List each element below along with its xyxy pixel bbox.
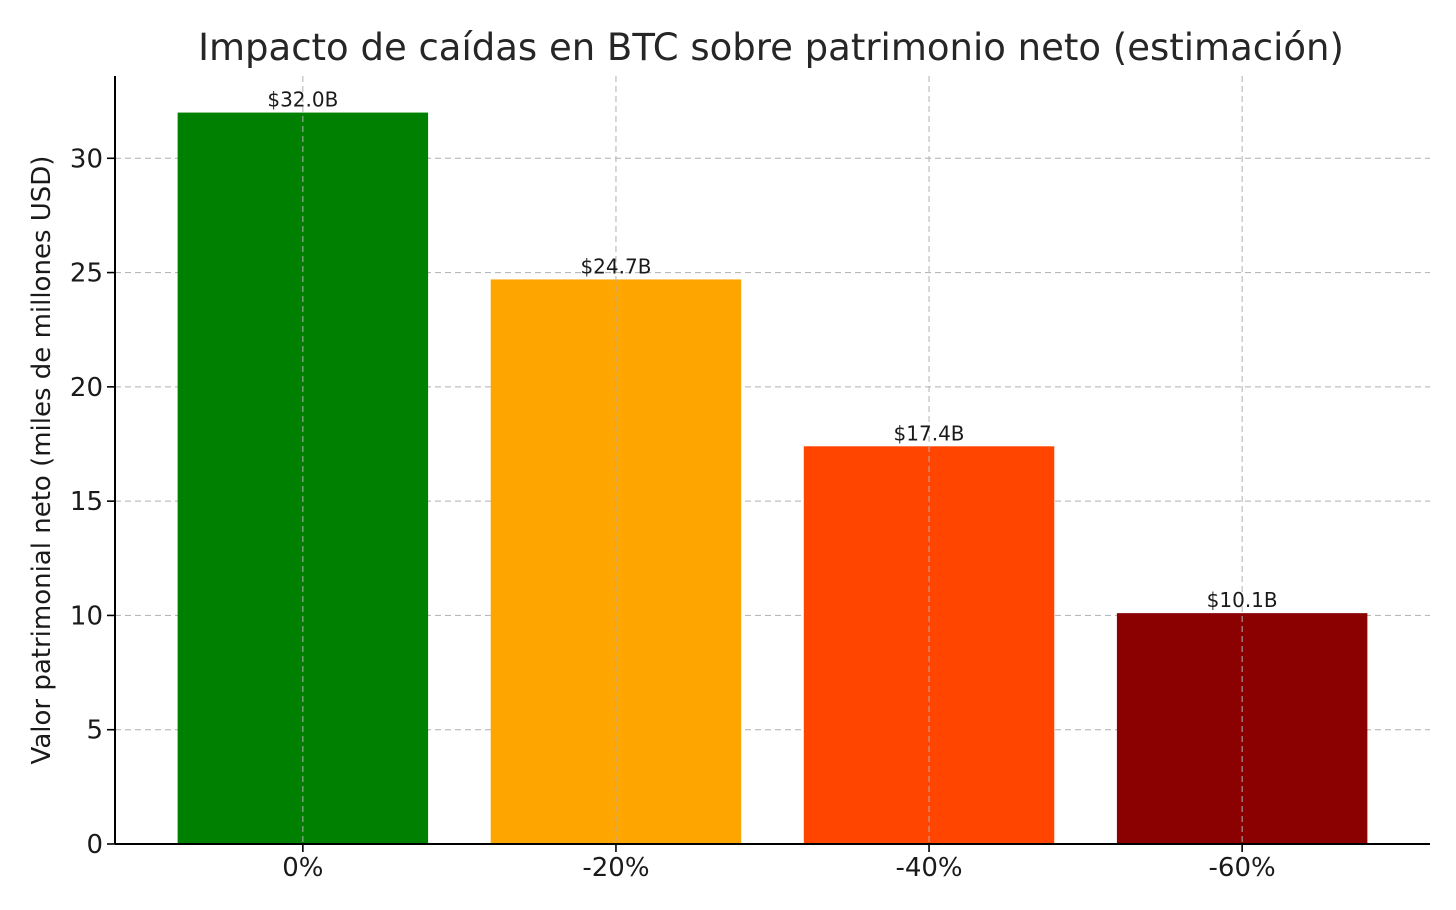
y-tick-label-10: 10 — [70, 601, 103, 631]
y-tick-label-20: 20 — [70, 373, 103, 403]
x-tick-label-1: -20% — [582, 853, 649, 883]
data-label-0: $32.0B — [267, 88, 338, 112]
vertical-grid — [302, 76, 1243, 844]
y-tick-label-30: 30 — [70, 144, 103, 174]
chart-title: Impacto de caídas en BTC sobre patrimoni… — [198, 26, 1344, 69]
y-axis-title: Valor patrimonial neto (miles de millone… — [27, 156, 57, 765]
bars — [177, 112, 1368, 845]
x-tick-label-3: -60% — [1209, 853, 1276, 883]
data-label-2: $17.4B — [894, 421, 965, 445]
y-ticks: 0 5 10 15 20 25 30 — [70, 144, 115, 860]
y-tick-label-15: 15 — [70, 487, 103, 517]
y-tick-label-25: 25 — [70, 259, 103, 289]
bar-2 — [803, 446, 1055, 844]
y-tick-label-5: 5 — [86, 716, 103, 746]
y-tick-label-0: 0 — [86, 830, 103, 860]
data-label-3: $10.1B — [1207, 588, 1278, 612]
x-tick-label-2: -40% — [895, 853, 962, 883]
data-label-1: $24.7B — [580, 254, 651, 278]
x-ticks: 0% -20% -40% -60% — [282, 844, 1276, 883]
x-tick-label-0: 0% — [282, 853, 323, 883]
data-labels: $32.0B $24.7B $17.4B $10.1B — [267, 88, 1277, 613]
axes — [114, 76, 1430, 845]
